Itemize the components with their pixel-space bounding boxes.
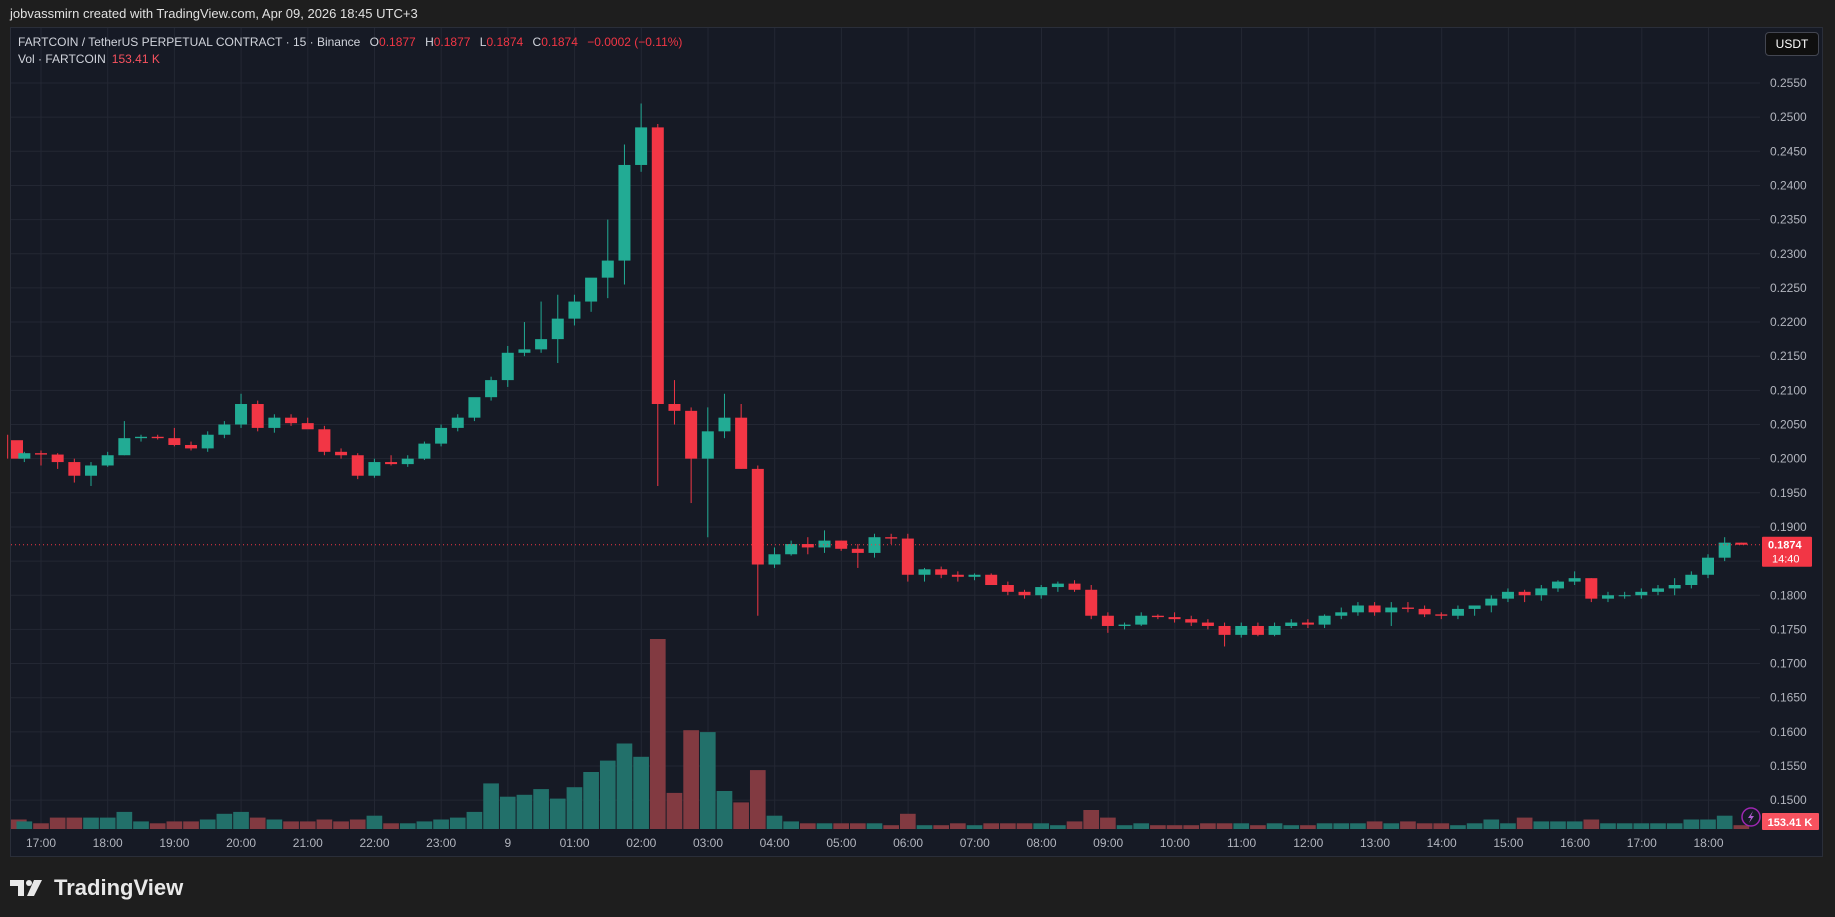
price-tick-label: 0.1750 <box>1770 622 1807 636</box>
volume-label: Vol · FARTCOIN <box>18 52 106 66</box>
chart-grid <box>11 28 1760 829</box>
time-tick-label: 09:00 <box>1093 836 1123 850</box>
time-tick-label: 17:00 <box>26 836 56 850</box>
price-tick-label: 0.2000 <box>1770 452 1807 466</box>
symbol-legend[interactable]: FARTCOIN / TetherUS PERPETUAL CONTRACT ·… <box>18 35 682 49</box>
price-tick-label: 0.2550 <box>1770 76 1807 90</box>
close-label: C <box>532 35 542 49</box>
price-tick-label: 0.2500 <box>1770 110 1807 124</box>
time-axis[interactable]: 17:00 18:00 19:00 20:00 21:00 22:00 23:00 9 01:0… <box>26 836 1724 850</box>
price-tick-label: 0.2450 <box>1770 144 1807 158</box>
chart-panel[interactable] <box>10 27 1823 857</box>
time-tick-label: 13:00 <box>1360 836 1390 850</box>
price-tick-label: 0.1600 <box>1770 725 1807 739</box>
time-tick-label: 9 <box>505 836 512 850</box>
price-tick-label: 0.1950 <box>1770 486 1807 500</box>
time-tick-label: 07:00 <box>960 836 990 850</box>
time-tick-label: 04:00 <box>760 836 790 850</box>
time-tick-label: 22:00 <box>359 836 389 850</box>
price-tick-label: 0.1700 <box>1770 657 1807 671</box>
time-tick-label: 23:00 <box>426 836 456 850</box>
low-value: 0.1874 <box>486 35 524 49</box>
time-tick-label: 16:00 <box>1560 836 1590 850</box>
price-tick-label: 0.1900 <box>1770 520 1807 534</box>
price-tick-label: 0.1800 <box>1770 588 1807 602</box>
tradingview-logo-icon <box>10 880 42 896</box>
volume-value-badge: 153.41 K <box>1768 817 1813 829</box>
time-tick-label: 10:00 <box>1160 836 1190 850</box>
open-label: O <box>369 35 380 49</box>
price-tick-label: 0.2050 <box>1770 418 1807 432</box>
time-tick-label: 08:00 <box>1026 836 1056 850</box>
price-tick-label: 0.1650 <box>1770 691 1807 705</box>
symbol-title: FARTCOIN / TetherUS PERPETUAL CONTRACT ·… <box>18 35 361 49</box>
price-tick-label: 0.2200 <box>1770 315 1807 329</box>
high-label: H <box>425 35 434 49</box>
time-tick-label: 12:00 <box>1293 836 1323 850</box>
volume-legend[interactable]: Vol · FARTCOIN 153.41 K <box>18 52 160 66</box>
time-tick-label: 20:00 <box>226 836 256 850</box>
tradingview-logo[interactable]: TradingView <box>10 875 183 901</box>
time-tick-label: 11:00 <box>1227 836 1256 850</box>
price-candles <box>7 103 1748 647</box>
lightning-icon[interactable] <box>1741 807 1761 827</box>
time-tick-label: 15:00 <box>1493 836 1523 850</box>
time-tick-label: 14:00 <box>1427 836 1457 850</box>
last-price-value: 0.1874 <box>1768 540 1803 552</box>
time-tick-label: 21:00 <box>293 836 323 850</box>
volume-bars <box>11 639 1750 829</box>
price-tick-label: 0.2350 <box>1770 213 1807 227</box>
last-price-badge: 0.1874 14:40 <box>1762 536 1812 567</box>
time-tick-label: 18:00 <box>93 836 123 850</box>
time-tick-label: 06:00 <box>893 836 923 850</box>
close-value: 0.1874 <box>541 35 578 49</box>
time-tick-label: 05:00 <box>826 836 856 850</box>
price-tick-label: 0.2300 <box>1770 247 1807 261</box>
price-tick-label: 0.1550 <box>1770 759 1807 773</box>
time-tick-label: 02:00 <box>626 836 656 850</box>
change-value: −0.0002 (−0.11%) <box>587 35 683 49</box>
time-tick-label: 03:00 <box>693 836 723 850</box>
time-tick-label: 19:00 <box>159 836 189 850</box>
logo-text: TradingView <box>54 875 184 900</box>
price-tick-label: 0.2400 <box>1770 178 1807 192</box>
open-value: 0.1877 <box>379 35 416 49</box>
volume-badge: 153.41 K <box>1762 813 1819 830</box>
time-tick-label: 17:00 <box>1627 836 1657 850</box>
low-label: L <box>479 35 487 49</box>
price-tick-label: 0.1500 <box>1770 793 1807 807</box>
high-value: 0.1877 <box>433 35 471 49</box>
price-axis[interactable]: 0.2550 0.2500 0.2450 0.2400 0.2350 0.2300 0.22… <box>1770 76 1807 807</box>
time-tick-label: 01:00 <box>560 836 590 850</box>
price-tick-label: 0.2250 <box>1770 281 1807 295</box>
time-tick-label: 18:00 <box>1693 836 1723 850</box>
volume-value: 153.41 K <box>111 52 160 66</box>
chart-credit: jobvassmirn created with TradingView.com… <box>10 6 418 21</box>
currency-button[interactable]: USDT <box>1765 32 1819 56</box>
bar-countdown: 14:40 <box>1772 554 1800 566</box>
price-tick-label: 0.2100 <box>1770 383 1807 397</box>
price-tick-label: 0.2150 <box>1770 349 1807 363</box>
